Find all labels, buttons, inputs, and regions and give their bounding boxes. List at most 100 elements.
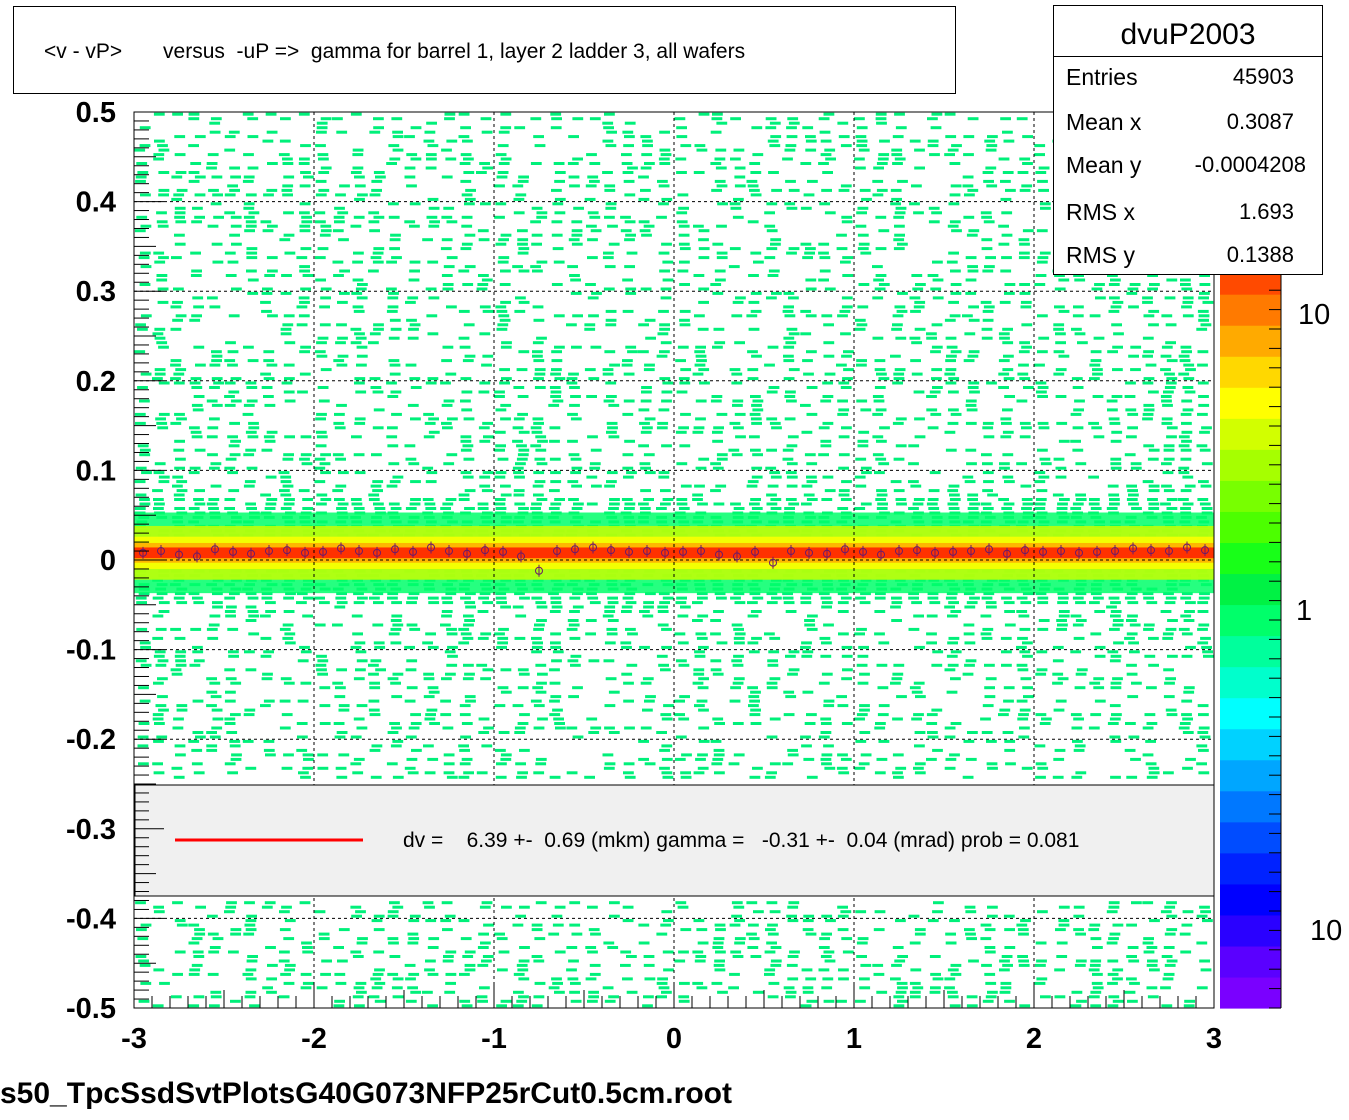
heatmap-cell	[189, 318, 201, 322]
heatmap-cell	[446, 453, 458, 457]
heatmap-cell	[495, 775, 507, 779]
heatmap-cell	[410, 990, 422, 994]
heatmap-cell	[1059, 498, 1070, 501]
heatmap-cell	[314, 350, 326, 354]
heatmap-cell	[1166, 914, 1178, 918]
heatmap-cell	[897, 179, 908, 183]
heatmap-cell	[477, 610, 489, 613]
heatmap-cell	[246, 256, 258, 260]
heatmap-cell	[894, 233, 905, 237]
heatmap-cell	[316, 341, 327, 345]
heatmap-cell	[302, 753, 314, 757]
heatmap-cell	[966, 408, 978, 412]
heatmap-cell	[176, 708, 188, 712]
heatmap-cell	[369, 193, 381, 197]
heatmap-cell	[1181, 350, 1192, 354]
heatmap-cell	[405, 507, 417, 510]
heatmap-cell	[656, 426, 668, 430]
heatmap-cell	[224, 466, 236, 470]
heatmap-cell	[1200, 968, 1212, 972]
heatmap-cell	[1058, 439, 1070, 443]
heatmap-cell	[176, 480, 188, 484]
heatmap-cell	[152, 614, 164, 618]
heatmap-cell	[352, 278, 364, 282]
heatmap-cell	[426, 708, 438, 712]
heatmap-cell	[693, 919, 705, 923]
heatmap-cell	[155, 704, 167, 708]
heatmap-cell	[388, 144, 400, 148]
heatmap-cell	[680, 605, 691, 609]
profile-point	[373, 548, 381, 557]
heatmap-cell	[932, 977, 944, 981]
heatmap-cell	[192, 731, 204, 734]
heatmap-cell	[766, 229, 778, 233]
heatmap-cell	[732, 215, 744, 219]
heatmap-cell	[1089, 923, 1101, 927]
heatmap-cell	[551, 220, 563, 224]
heatmap-cell	[950, 184, 962, 188]
heatmap-cell	[950, 350, 962, 354]
heatmap-cell	[909, 990, 921, 994]
heatmap-cell	[263, 435, 275, 439]
heatmap-cell	[608, 435, 620, 439]
heatmap-cell	[495, 242, 507, 246]
heatmap-cell	[694, 350, 706, 354]
heatmap-cell	[1090, 937, 1102, 941]
heatmap-cell	[300, 681, 312, 685]
heatmap-cell	[982, 471, 994, 475]
heatmap-cell	[497, 260, 509, 264]
heatmap-cell	[1092, 986, 1104, 990]
heatmap-cell	[695, 466, 707, 470]
heatmap-cell	[246, 507, 257, 510]
heatmap-cell	[803, 757, 815, 761]
heatmap-cell	[356, 941, 368, 945]
heatmap-cell	[1039, 722, 1051, 725]
heatmap-cell	[982, 421, 994, 425]
heatmap-cell	[659, 130, 670, 134]
heatmap-cell	[950, 972, 962, 976]
heatmap-cell	[1017, 955, 1028, 958]
heatmap-cell	[603, 659, 615, 663]
heatmap-cell	[930, 972, 941, 976]
heatmap-cell	[500, 668, 512, 672]
heatmap-cell	[855, 457, 867, 461]
heatmap-cell	[208, 950, 220, 954]
heatmap-cell	[1020, 677, 1032, 681]
heatmap-cell	[967, 354, 979, 358]
heatmap-cell	[159, 981, 170, 985]
heatmap-cell	[513, 493, 525, 497]
heatmap-cell	[1035, 274, 1047, 277]
heatmap-cell	[914, 771, 926, 775]
heatmap-cell	[572, 117, 584, 121]
heatmap-cell	[818, 242, 830, 246]
heatmap-cell	[1199, 274, 1210, 277]
heatmap-cell	[587, 256, 598, 260]
heatmap-cell	[715, 484, 727, 488]
heatmap-cell	[734, 937, 746, 941]
heatmap-cell	[530, 220, 541, 224]
heatmap-cell	[893, 372, 905, 376]
heatmap-cell	[1019, 242, 1030, 246]
heatmap-cell	[1125, 381, 1136, 385]
heatmap-cell	[243, 453, 255, 457]
heatmap-cell	[980, 632, 992, 636]
heatmap-cell	[302, 950, 314, 954]
heatmap-cell	[176, 417, 187, 421]
heatmap-cell	[245, 766, 257, 770]
heatmap-cell	[1164, 681, 1175, 685]
heatmap-cell	[244, 480, 256, 484]
heatmap-cell	[140, 314, 152, 318]
heatmap-cell	[1199, 735, 1211, 739]
heatmap-cell	[156, 220, 168, 224]
heatmap-cell	[878, 229, 890, 233]
heatmap-cell	[495, 444, 506, 448]
heatmap-cell	[660, 341, 672, 345]
heatmap-cell	[999, 466, 1010, 470]
heatmap-cell	[460, 439, 472, 443]
heatmap-cell	[1111, 323, 1122, 327]
heatmap-cell	[336, 731, 348, 734]
heatmap-cell	[860, 466, 872, 470]
heatmap-cell	[786, 135, 798, 139]
heatmap-cell	[801, 654, 813, 658]
heatmap-cell	[837, 121, 849, 125]
